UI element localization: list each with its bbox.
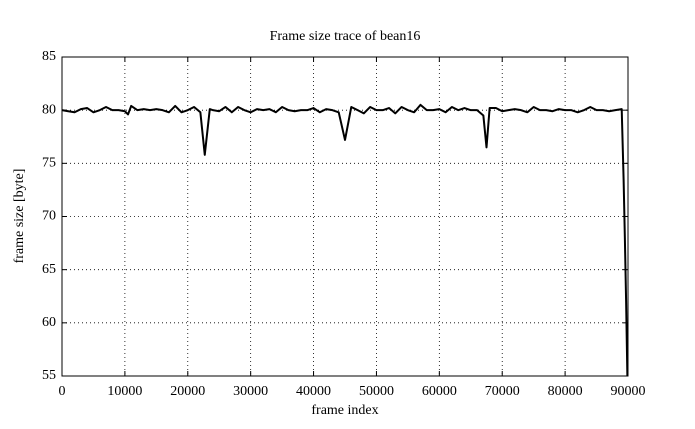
y-tick-label: 55	[42, 368, 56, 383]
x-tick-label: 20000	[170, 384, 205, 399]
data-line	[61, 103, 629, 377]
y-axis-label: frame size [byte]	[12, 169, 27, 264]
x-axis-label: frame index	[311, 403, 378, 418]
plot-frame	[61, 56, 629, 377]
x-tick-label: 80000	[548, 384, 583, 399]
x-tick-label: 10000	[107, 384, 142, 399]
y-tick-label: 75	[42, 156, 56, 171]
y-tick-label: 70	[42, 209, 56, 224]
y-tick-label: 60	[42, 315, 56, 330]
chart-title: Frame size trace of bean16	[270, 29, 421, 44]
x-tick-label: 40000	[296, 384, 331, 399]
x-tick-label: 0	[59, 384, 66, 399]
x-tick-label: 30000	[233, 384, 268, 399]
y-tick-label: 65	[42, 262, 56, 277]
x-tick-label: 90000	[611, 384, 646, 399]
x-tick-label: 60000	[422, 384, 457, 399]
x-tick-label: 70000	[485, 384, 520, 399]
y-tick-label: 85	[42, 49, 56, 64]
y-tick-label: 80	[42, 102, 56, 117]
x-tick-label: 50000	[359, 384, 394, 399]
